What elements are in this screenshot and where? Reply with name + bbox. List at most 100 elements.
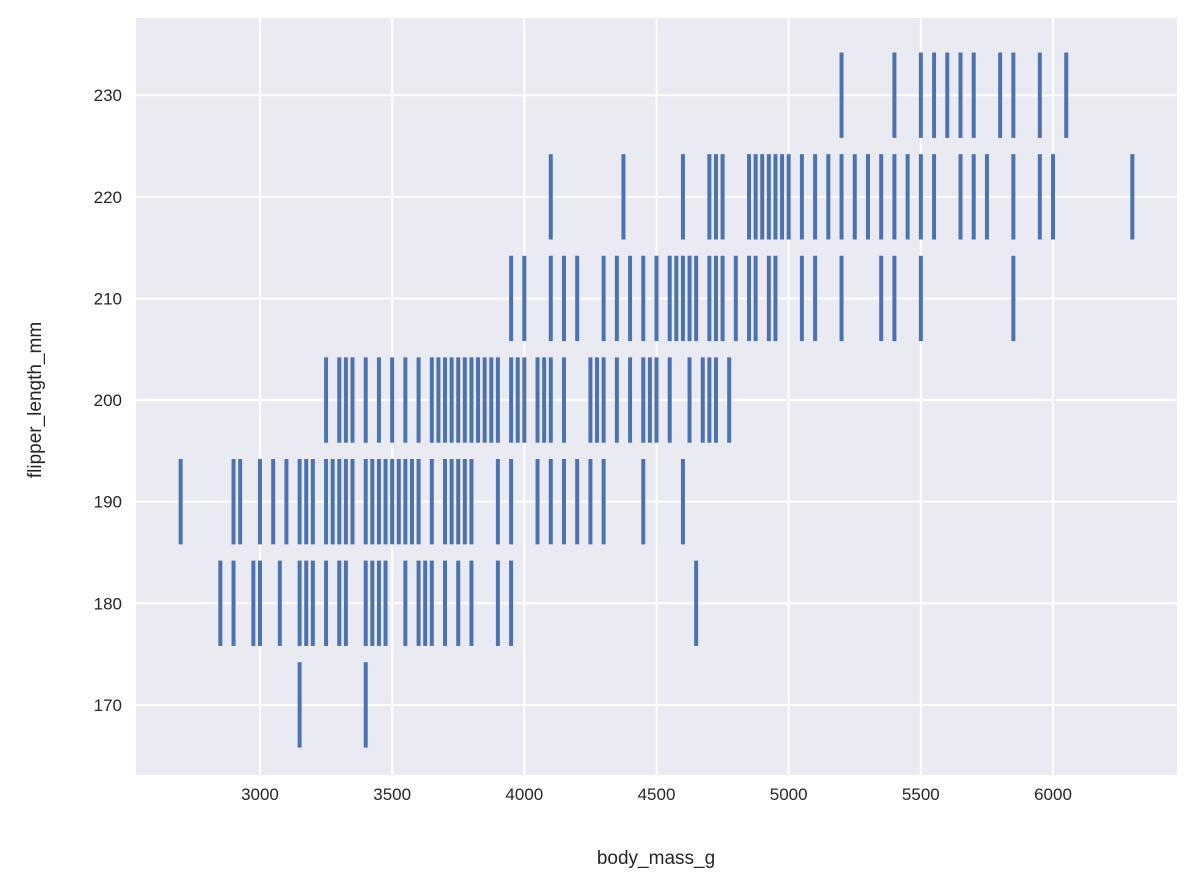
dash-mark bbox=[231, 560, 236, 646]
dash-mark bbox=[865, 154, 870, 240]
dash-mark bbox=[647, 357, 652, 443]
dash-mark bbox=[918, 52, 923, 138]
dash-mark bbox=[667, 357, 672, 443]
dash-mark bbox=[588, 458, 593, 545]
dash-mark bbox=[601, 458, 606, 545]
dash-mark bbox=[522, 357, 527, 443]
dash-mark bbox=[720, 255, 725, 342]
dash-mark bbox=[429, 560, 434, 646]
dash-mark bbox=[780, 154, 785, 240]
dash-mark bbox=[813, 154, 818, 240]
dash-mark bbox=[297, 560, 302, 646]
dash-mark bbox=[509, 458, 514, 545]
dash-mark bbox=[324, 357, 329, 443]
dash-mark bbox=[416, 458, 421, 545]
dash-mark bbox=[654, 255, 659, 342]
dash-mark bbox=[383, 458, 388, 545]
dash-mark bbox=[304, 458, 309, 545]
dash-mark bbox=[628, 357, 633, 443]
dash-mark bbox=[449, 357, 454, 443]
dash-mark bbox=[1011, 255, 1016, 342]
dash-mark bbox=[495, 357, 500, 443]
dash-mark bbox=[747, 154, 752, 240]
dash-mark bbox=[614, 255, 619, 342]
dash-mark bbox=[456, 458, 461, 545]
dash-mark bbox=[436, 357, 441, 443]
dash-mark bbox=[489, 357, 494, 443]
dash-mark bbox=[363, 662, 368, 748]
dash-mark bbox=[984, 154, 989, 240]
dash-mark bbox=[396, 458, 401, 545]
dash-mark bbox=[509, 255, 514, 342]
dash-mark bbox=[330, 458, 335, 545]
dash-mark bbox=[350, 458, 355, 545]
dash-mark bbox=[469, 560, 474, 646]
dash-mark bbox=[337, 458, 342, 545]
dash-mark bbox=[892, 255, 897, 342]
dash-mark bbox=[773, 154, 778, 240]
dash-mark bbox=[548, 357, 553, 443]
dash-mark bbox=[958, 52, 963, 138]
dash-mark bbox=[918, 255, 923, 342]
dash-mark bbox=[641, 357, 646, 443]
dash-mark bbox=[733, 255, 738, 342]
dash-mark bbox=[390, 357, 395, 443]
dash-mark bbox=[403, 560, 408, 646]
dash-mark bbox=[588, 357, 593, 443]
dash-marks bbox=[178, 52, 1135, 748]
dash-mark bbox=[879, 154, 884, 240]
dash-mark bbox=[238, 458, 243, 545]
dash-mark bbox=[753, 154, 758, 240]
dash-mark bbox=[713, 357, 718, 443]
dash-mark bbox=[713, 255, 718, 342]
dash-mark bbox=[462, 458, 467, 545]
dash-mark bbox=[826, 154, 831, 240]
dash-mark bbox=[423, 560, 428, 646]
x-tick-label: 3000 bbox=[241, 785, 279, 804]
dash-mark bbox=[932, 154, 937, 240]
dash-mark bbox=[1064, 52, 1069, 138]
dash-mark bbox=[753, 255, 758, 342]
x-tick-label: 5500 bbox=[902, 785, 940, 804]
dash-mark bbox=[813, 255, 818, 342]
dash-mark bbox=[839, 154, 844, 240]
dash-mark bbox=[515, 357, 520, 443]
dash-mark bbox=[575, 255, 580, 342]
dash-mark bbox=[561, 255, 566, 342]
dash-mark bbox=[971, 52, 976, 138]
dash-mark bbox=[509, 560, 514, 646]
dash-mark bbox=[383, 560, 388, 646]
dash-mark bbox=[324, 458, 329, 545]
dash-mark bbox=[416, 357, 421, 443]
dash-mark bbox=[409, 458, 414, 545]
dash-mark bbox=[429, 458, 434, 545]
y-tick-label: 210 bbox=[94, 289, 122, 308]
dash-mark bbox=[561, 357, 566, 443]
dash-mark bbox=[766, 255, 771, 342]
dash-mark bbox=[654, 357, 659, 443]
dash-mark bbox=[680, 154, 685, 240]
dash-mark bbox=[601, 357, 606, 443]
dash-mark bbox=[456, 560, 461, 646]
dash-mark bbox=[694, 255, 699, 342]
dash-mark bbox=[641, 255, 646, 342]
dash-mark bbox=[747, 255, 752, 342]
y-tick-labels: 170 180 190 200 210 220 230 bbox=[94, 86, 122, 715]
dash-mark bbox=[760, 154, 765, 240]
dash-mark bbox=[687, 357, 692, 443]
dash-mark bbox=[548, 458, 553, 545]
dash-mark bbox=[799, 255, 804, 342]
dash-mark bbox=[575, 458, 580, 545]
dash-mark bbox=[641, 458, 646, 545]
dash-mark bbox=[1037, 154, 1042, 240]
dash-mark bbox=[892, 154, 897, 240]
dash-mark bbox=[1130, 154, 1135, 240]
dash-mark bbox=[482, 357, 487, 443]
dash-mark bbox=[1037, 52, 1042, 138]
dash-mark bbox=[376, 357, 381, 443]
dash-mark bbox=[416, 560, 421, 646]
dash-mark bbox=[535, 458, 540, 545]
dash-mark bbox=[376, 560, 381, 646]
dash-mark bbox=[403, 357, 408, 443]
dash-mark bbox=[343, 458, 348, 545]
